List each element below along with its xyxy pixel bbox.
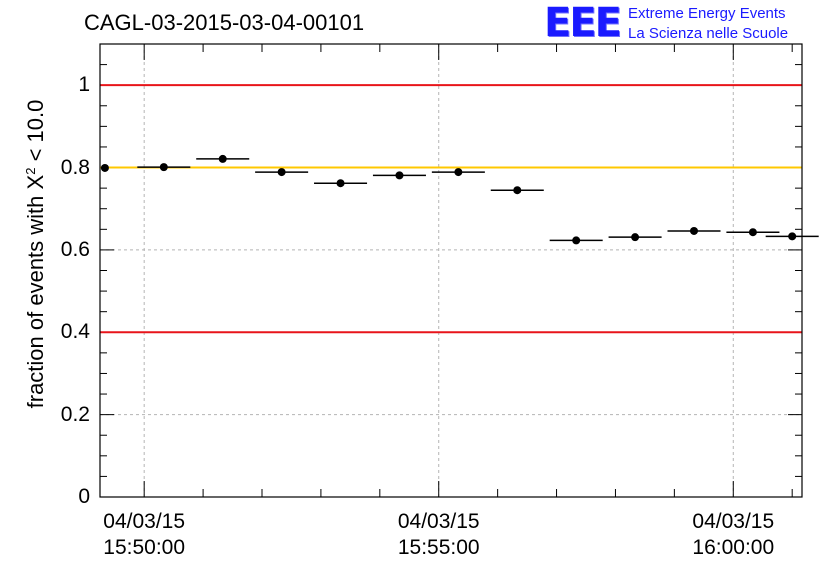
- plot-area: [100, 44, 802, 497]
- data-point: [277, 168, 286, 177]
- y-tick-label: 0.6: [60, 237, 90, 261]
- x-tick-time: 16:00:00: [692, 536, 775, 559]
- eee-logo-mark: EEE: [544, 0, 622, 46]
- eee-logo-text: Extreme Energy Events La Scienza nelle S…: [628, 4, 788, 44]
- y-axis-label-text: fraction of events with: [23, 195, 49, 409]
- y-tick-label: 0.4: [60, 320, 90, 344]
- data-point: [572, 236, 581, 245]
- y-axis-label: fraction of events with X2 < 10.0: [23, 100, 49, 409]
- data-point: [100, 163, 109, 172]
- data-point: [690, 226, 698, 235]
- y-tick-label: 0.8: [60, 155, 90, 179]
- data-point: [395, 171, 404, 180]
- x-tick-label: 04/03/15 16:00:00: [668, 509, 798, 561]
- data-point: [454, 168, 463, 177]
- logo-line-2: La Scienza nelle Scuole: [627, 25, 789, 42]
- y-tick-label: 1: [78, 73, 90, 97]
- data-point: [748, 228, 757, 237]
- data-point: [513, 186, 522, 195]
- x-tick-time: 15:50:00: [103, 536, 186, 559]
- x-tick-date: 04/03/15: [397, 510, 480, 533]
- x-tick-label: 04/03/15 15:50:00: [79, 509, 209, 561]
- logo-line-1: Extreme Energy Events: [627, 5, 786, 22]
- data-point: [336, 179, 345, 188]
- plot-frame: [99, 43, 803, 498]
- chart-title: CAGL-03-2015-03-04-00101: [84, 10, 365, 35]
- x-tick-date: 04/03/15: [692, 510, 775, 533]
- data-point: [159, 163, 168, 172]
- y-tick-label: 0: [78, 485, 90, 508]
- y-axis-label-chi: X: [23, 174, 49, 190]
- y-axis-label-exponent: 2: [22, 167, 38, 175]
- x-tick-date: 04/03/15: [103, 510, 186, 533]
- x-tick-label: 04/03/15 15:55:00: [374, 509, 504, 561]
- data-point: [631, 233, 640, 242]
- eee-logo: EEE Extreme Energy Events La Scienza nel…: [544, 2, 788, 44]
- y-tick-label: 0.2: [60, 402, 90, 426]
- data-point: [218, 154, 227, 163]
- y-axis-label-cut: < 10.0: [23, 99, 49, 162]
- data-point: [788, 232, 797, 241]
- x-tick-time: 15:55:00: [397, 536, 480, 559]
